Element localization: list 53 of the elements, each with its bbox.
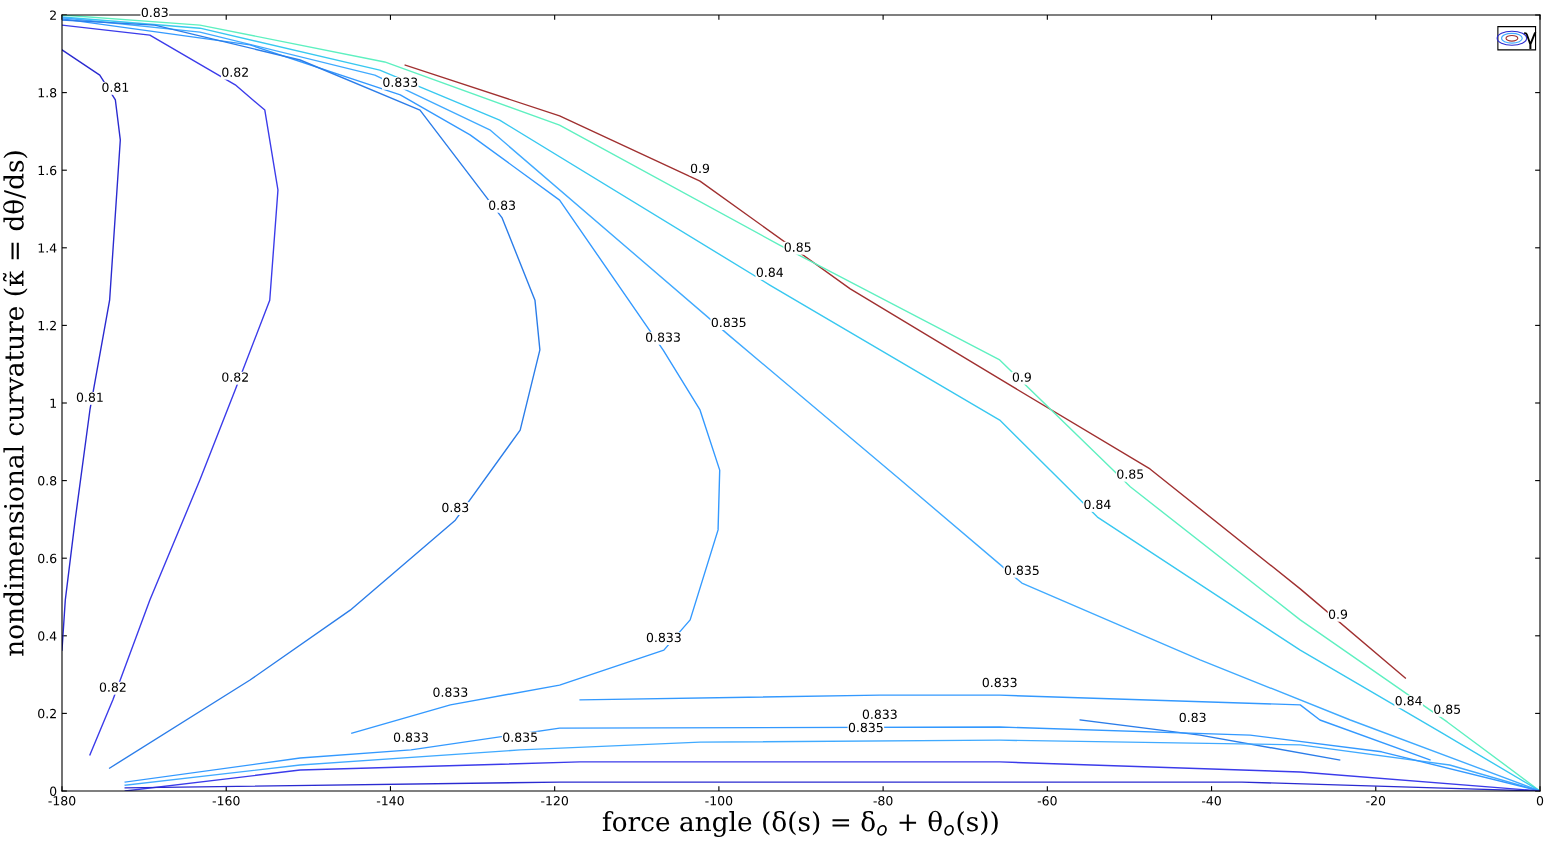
x-tick-label: -180 [48,796,76,806]
x-tick-label: -160 [212,796,240,806]
annotation: 0.83 [141,7,168,18]
y-tick-label: 1.4 [38,243,57,253]
annotation: 0.835 [503,732,537,742]
annotation: 0.85 [1434,704,1461,714]
annotation: 0.835 [848,722,883,733]
x-axis-title: force angle (δ(s) = δ$_{o}$ + θ$_{o}$(s)) [602,810,998,837]
y-tick-label: 1.2 [38,320,56,331]
annotation: 0.85 [784,242,811,252]
annotation: 0.833 [646,632,681,643]
x-tick-label: -20 [1366,796,1386,806]
annotation: 0.9 [1012,372,1031,382]
annotation: 0.81 [76,392,103,403]
x-tick-label: -120 [541,796,569,806]
y-tick-label: 0 [50,786,57,796]
y-tick-label: 1.8 [38,88,57,98]
annotation: 0.82 [99,682,126,692]
annotation: 0.84 [756,267,784,278]
annotation: 0.83 [442,502,469,513]
annotation: 0.835 [1004,565,1039,576]
annotation: 0.81 [102,82,129,92]
annotation: 0.82 [222,372,248,382]
annotation: 0.833 [383,77,418,87]
annotation: 0.83 [1179,712,1206,723]
x-tick-label: -60 [1037,796,1057,806]
annotation: 0.9 [690,163,710,174]
y-axis-title: nondimensional curvature (κ̃ = dθ/ds) [2,151,28,656]
annotation: 0.833 [433,687,468,697]
y-tick-label: 1.6 [38,165,57,176]
annotation: 0.84 [1084,499,1111,510]
annotation: 0.833 [862,709,897,719]
legend-title: γ [1524,32,1537,50]
annotation: 0.82 [222,67,248,77]
y-tick-label: 1 [50,398,56,408]
x-tick-label: -80 [873,796,893,806]
annotation: 0.9 [1328,609,1348,619]
x-tick-label: 0 [1536,796,1544,806]
annotation: 0.84 [1395,695,1422,706]
y-tick-label: 2 [50,10,56,20]
annotation: 0.833 [645,332,680,342]
x-tick-label: -140 [376,796,404,806]
annotation: 0.833 [982,677,1017,688]
y-tick-label: 0.2 [38,708,56,719]
y-tick-label: 0.4 [38,631,57,641]
x-tick-label: -100 [705,796,733,806]
y-tick-label: 0.6 [38,553,57,564]
annotation: 0.85 [1117,469,1144,479]
y-tick-label: 0.8 [38,476,57,486]
annotation: 0.835 [711,317,746,328]
x-tick-label: -40 [1201,796,1221,806]
annotation: 0.833 [393,732,428,742]
annotation: 0.83 [489,200,516,210]
